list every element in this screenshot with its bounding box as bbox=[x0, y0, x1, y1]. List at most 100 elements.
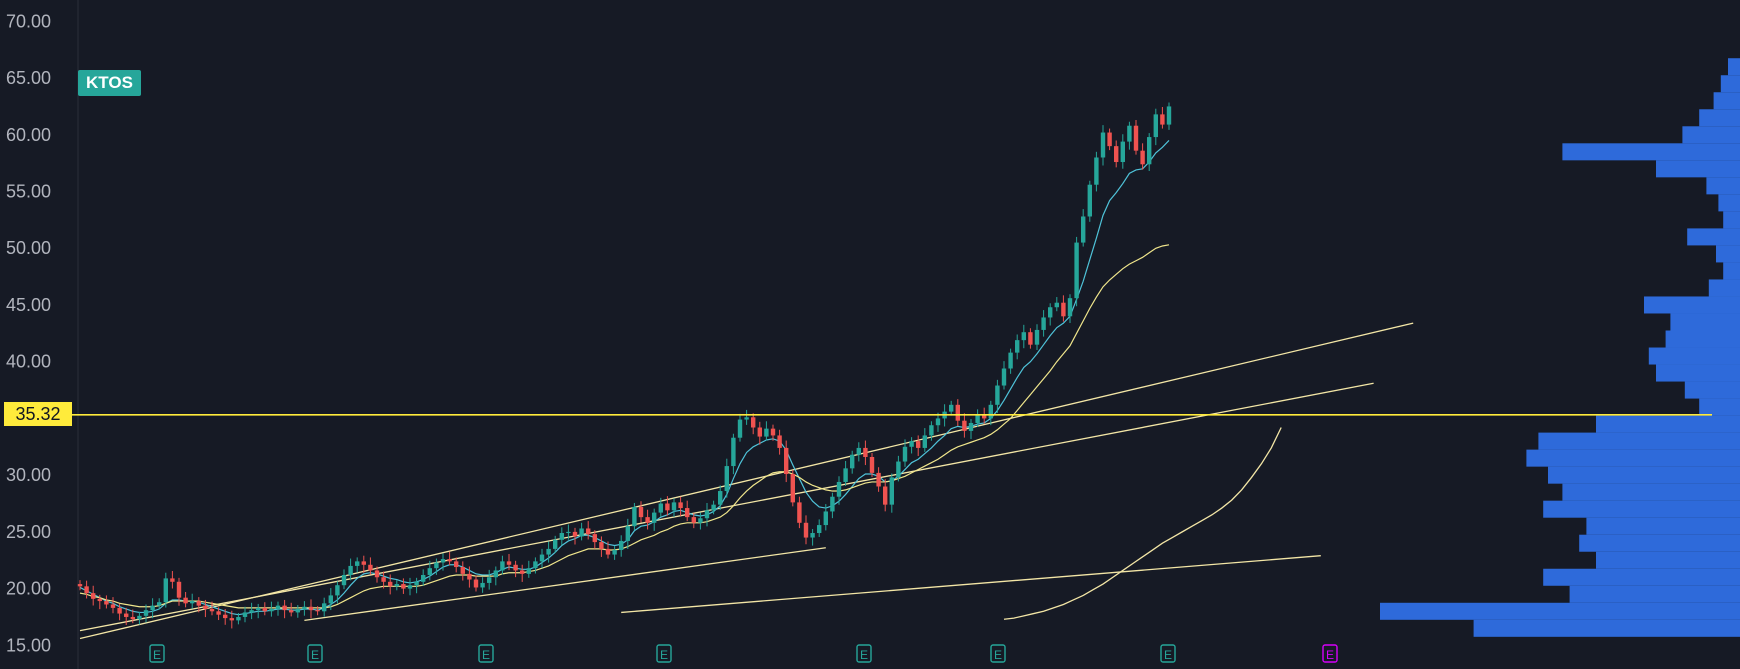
candle-body bbox=[520, 570, 525, 574]
candle-body bbox=[361, 561, 366, 565]
earnings-marker[interactable]: E bbox=[990, 644, 1006, 663]
candle-body bbox=[163, 578, 168, 603]
volume-profile-bar bbox=[1562, 483, 1740, 501]
candle-body bbox=[1114, 146, 1119, 163]
candle-body bbox=[295, 609, 300, 613]
candle-body bbox=[401, 584, 406, 589]
candle-body bbox=[440, 559, 446, 563]
earnings-marker[interactable]: E bbox=[307, 644, 323, 663]
candle-body bbox=[388, 581, 393, 587]
candle-body bbox=[275, 605, 281, 610]
candle-body bbox=[691, 517, 696, 523]
candle-body bbox=[124, 613, 129, 617]
candle-body bbox=[671, 502, 677, 511]
candle-body bbox=[1166, 106, 1172, 125]
candle-body bbox=[592, 534, 597, 543]
candle-body bbox=[526, 568, 531, 574]
volume-profile-bar bbox=[1713, 92, 1740, 110]
candle-body bbox=[355, 561, 360, 566]
candle-body bbox=[566, 531, 571, 534]
candle-body bbox=[817, 525, 822, 534]
candle-body bbox=[1054, 302, 1059, 308]
candle-body bbox=[982, 415, 987, 419]
candle-body bbox=[777, 435, 782, 448]
candle-body bbox=[150, 605, 155, 611]
volume-profile-bar bbox=[1656, 160, 1740, 178]
earnings-marker[interactable]: E bbox=[478, 644, 494, 663]
volume-profile-bar bbox=[1718, 194, 1740, 212]
candle-body bbox=[110, 604, 116, 608]
volume-profile-bar bbox=[1562, 143, 1740, 161]
candle-body bbox=[84, 586, 89, 594]
candle-body bbox=[988, 404, 993, 419]
earnings-marker-label: E bbox=[1326, 648, 1334, 662]
candle-body bbox=[269, 609, 274, 612]
volume-profile-bar bbox=[1723, 262, 1740, 280]
candle-body bbox=[856, 447, 861, 455]
candle-body bbox=[1081, 216, 1086, 243]
earnings-marker-label: E bbox=[994, 648, 1002, 662]
y-tick-label: 60.00 bbox=[6, 125, 51, 145]
moving-averages bbox=[79, 140, 1170, 616]
volume-profile-bar bbox=[1708, 279, 1740, 297]
candle-body bbox=[935, 418, 941, 426]
ticker-badge: KTOS bbox=[78, 70, 141, 96]
candle-body bbox=[322, 603, 327, 612]
candle-body bbox=[625, 526, 630, 541]
earnings-marker[interactable]: E bbox=[656, 644, 672, 663]
candle-body bbox=[975, 415, 980, 423]
trendlines bbox=[79, 322, 1414, 640]
candle-body bbox=[1074, 242, 1079, 299]
candle-body bbox=[473, 579, 479, 588]
earnings-marker[interactable]: E bbox=[1160, 644, 1176, 663]
candle-body bbox=[1034, 329, 1040, 345]
volume-profile-bar bbox=[1723, 211, 1740, 229]
earnings-marker[interactable]: E bbox=[1322, 644, 1338, 663]
candle-body bbox=[1061, 302, 1066, 317]
candle-body bbox=[744, 417, 749, 420]
trendline[interactable] bbox=[304, 547, 826, 622]
candle-body bbox=[493, 570, 498, 578]
volume-profile-bar bbox=[1706, 177, 1740, 195]
candle-body bbox=[995, 385, 1000, 405]
candle-body bbox=[843, 468, 848, 482]
candle-body bbox=[1028, 332, 1033, 345]
candle-body bbox=[242, 612, 248, 617]
moving-average-line bbox=[79, 244, 1170, 609]
candle-body bbox=[902, 446, 908, 462]
candle-body bbox=[836, 481, 842, 497]
y-tick-label: 15.00 bbox=[6, 635, 51, 655]
candle-body bbox=[1160, 114, 1165, 125]
trendline[interactable] bbox=[79, 382, 1374, 632]
candle-body bbox=[500, 561, 505, 571]
candle-body bbox=[764, 428, 769, 437]
candle-body bbox=[1015, 340, 1020, 353]
candle-body bbox=[176, 581, 182, 598]
candle-body bbox=[236, 616, 241, 621]
trendline[interactable] bbox=[621, 555, 1321, 614]
candle-body bbox=[586, 528, 591, 535]
candle-body bbox=[790, 474, 795, 503]
trendline[interactable] bbox=[79, 322, 1414, 640]
volume-profile-bar bbox=[1728, 58, 1740, 76]
volume-profile-bar bbox=[1682, 126, 1740, 144]
volume-profile-bar bbox=[1579, 534, 1740, 552]
earnings-marker[interactable]: E bbox=[149, 644, 165, 663]
candle-body bbox=[348, 565, 353, 575]
volume-profile-bar bbox=[1569, 585, 1740, 603]
candle-body bbox=[157, 602, 162, 606]
candlesticks bbox=[77, 102, 1172, 629]
candle-body bbox=[1147, 137, 1152, 165]
earnings-marker[interactable]: E bbox=[856, 644, 872, 663]
candle-body bbox=[929, 425, 934, 436]
horizontal-level-label[interactable]: 35.32 bbox=[4, 402, 72, 426]
volume-profile-bar bbox=[1543, 500, 1740, 518]
candle-body bbox=[678, 502, 683, 509]
candle-body bbox=[612, 550, 617, 555]
candle-body bbox=[77, 584, 83, 587]
candle-body bbox=[883, 486, 888, 505]
volume-profile-bar bbox=[1656, 364, 1740, 382]
candle-body bbox=[830, 496, 835, 512]
volume-profile-bar bbox=[1687, 228, 1740, 246]
